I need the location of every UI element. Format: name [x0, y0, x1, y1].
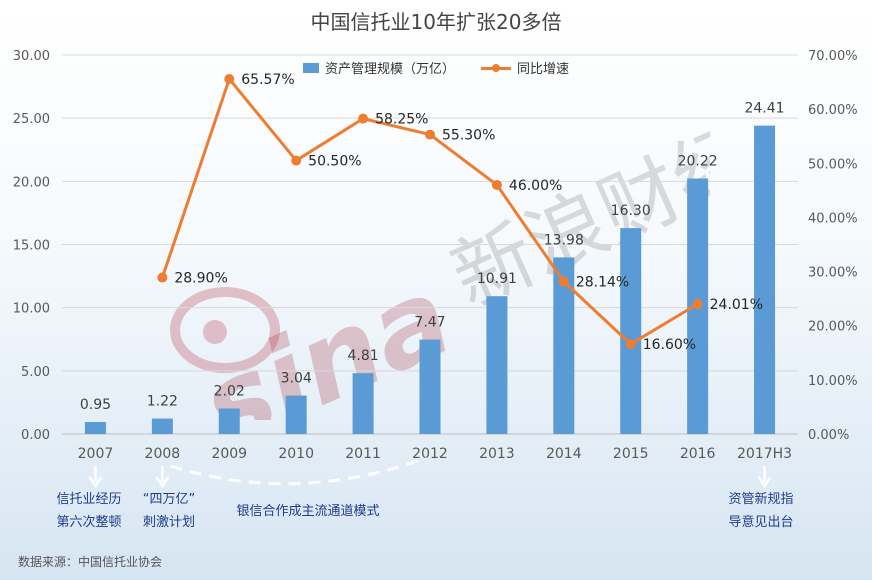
annotation-2007: 信托业经历 第六次整顿	[44, 488, 134, 534]
y-left-tick-label: 25.00	[13, 112, 50, 127]
bracket-2008-2012	[169, 456, 427, 486]
growth-data-label: 65.57%	[241, 72, 294, 88]
bar	[486, 296, 508, 434]
y-left-tick-label: 15.00	[13, 239, 50, 254]
y-left-tick-label: 30.00	[13, 49, 50, 64]
bar-data-label: 1.22	[147, 394, 178, 410]
y-right-tick-label: 50.00%	[808, 157, 858, 172]
bar	[218, 408, 240, 434]
growth-point	[425, 129, 435, 140]
bar	[84, 421, 106, 434]
annotation-2017-line2: 导意见出台	[728, 515, 794, 530]
legend-swatch-line	[481, 63, 511, 73]
legend-swatch-bar	[302, 62, 319, 73]
x-tick-label: 2015	[613, 446, 649, 462]
arrow-2017-head	[757, 476, 772, 489]
chart-title: 中国信托业10年扩张20多倍	[310, 10, 562, 34]
bar-data-label: 24.41	[744, 101, 784, 117]
growth-data-label: 24.01%	[710, 297, 763, 313]
y-right-tick-label: 40.00%	[808, 211, 858, 226]
annotation-2007-line1: 信托业经历	[56, 492, 122, 507]
growth-point	[625, 339, 636, 350]
y-left-tick-label: 20.00	[13, 175, 50, 190]
annotation-2008-line1: “四万亿”	[142, 492, 196, 507]
bar-data-label: 3.04	[281, 371, 312, 387]
growth-data-label: 46.00%	[509, 178, 562, 194]
growth-data-label: 50.50%	[308, 154, 361, 170]
bar-data-label: 4.81	[348, 348, 379, 364]
x-tick-label: 2008	[145, 446, 181, 462]
x-tick-label: 2011	[345, 446, 381, 462]
y-right-tick-label: 10.00%	[808, 374, 858, 389]
annotation-2017-line1: 资管新规指	[728, 492, 794, 507]
bar-data-label: 16.30	[611, 203, 651, 219]
legend-label-bar: 资产管理规模（万亿）	[324, 62, 455, 77]
y-right-tick-label: 30.00%	[808, 266, 858, 281]
growth-point	[692, 299, 703, 310]
y-right-tick-label: 0.00%	[808, 428, 849, 443]
growth-data-label: 55.30%	[442, 128, 495, 144]
x-tick-label: 2017H3	[737, 446, 792, 462]
x-tick-label: 2012	[412, 446, 448, 462]
y-left-tick-label: 10.00	[13, 302, 50, 317]
growth-point	[491, 179, 502, 190]
annotation-2017: 资管新规指 导意见出台	[716, 488, 806, 534]
y-right-tick-label: 60.00%	[808, 103, 858, 118]
bar	[553, 257, 575, 434]
x-tick-label: 2009	[211, 446, 247, 462]
bar	[754, 125, 776, 434]
growth-point	[558, 276, 569, 287]
legend-label-line: 同比增速	[517, 62, 570, 77]
y-left-tick-label: 0.00	[21, 428, 50, 443]
growth-data-label: 58.25%	[375, 112, 428, 128]
x-tick-label: 2014	[546, 446, 582, 462]
bar-data-label: 20.22	[678, 154, 718, 170]
annotation-2007-line2: 第六次整顿	[56, 515, 122, 530]
y-right-tick-label: 20.00%	[808, 320, 858, 335]
bar	[419, 339, 441, 434]
bar	[352, 373, 374, 434]
bar	[151, 418, 173, 434]
annotation-2008-line2: 刺激计划	[142, 515, 195, 530]
bar	[285, 395, 307, 434]
arrow-2007-head	[88, 476, 103, 489]
bar-data-label: 13.98	[544, 232, 584, 248]
growth-point	[358, 113, 369, 124]
arrow-2008-head	[155, 476, 170, 489]
growth-point	[291, 155, 302, 166]
x-tick-label: 2016	[680, 446, 716, 462]
y-left-tick-label: 5.00	[21, 365, 50, 380]
chart-legend: 资产管理规模（万亿） 同比增速	[0, 58, 872, 77]
bar-data-label: 0.95	[80, 397, 111, 413]
bar	[620, 228, 642, 434]
y-right-tick-label: 70.00%	[808, 49, 858, 64]
bar-data-label: 2.02	[214, 383, 245, 399]
growth-data-label: 28.90%	[174, 271, 227, 287]
x-tick-label: 2010	[278, 446, 314, 462]
legend-item-bar: 资产管理规模（万亿）	[302, 58, 455, 77]
x-tick-label: 2013	[479, 446, 515, 462]
growth-point	[224, 73, 235, 84]
annotation-2008: “四万亿” 刺激计划	[124, 488, 214, 534]
bar-data-label: 7.47	[414, 315, 445, 331]
x-tick-label: 2007	[78, 446, 114, 462]
growth-data-label: 28.14%	[576, 275, 629, 291]
data-source: 数据来源：中国信托业协会	[18, 555, 163, 569]
growth-data-label: 16.60%	[643, 337, 696, 353]
legend-item-line: 同比增速	[481, 58, 569, 77]
bar-data-label: 10.91	[477, 271, 517, 287]
annotation-channel: 银信合作成主流通道模式	[236, 504, 380, 519]
growth-point	[157, 272, 168, 283]
